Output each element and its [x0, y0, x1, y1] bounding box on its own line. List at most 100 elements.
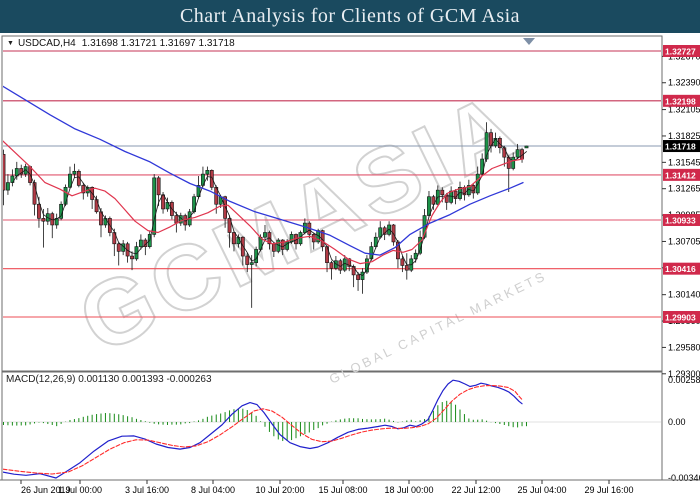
- main-panel-frame: [1, 35, 663, 372]
- candle-up: [285, 241, 290, 250]
- macd-axis-label: -0.003467: [668, 473, 700, 483]
- candle-down: [245, 255, 250, 265]
- ma-slow-blue-line: [3, 85, 524, 256]
- time-axis-label: 3 Jul 16:00: [125, 485, 169, 495]
- candle-down: [116, 243, 121, 252]
- candle-down: [209, 170, 214, 188]
- candle-down: [223, 196, 228, 219]
- candle-up: [6, 182, 10, 191]
- ma-fast-red-line: [3, 140, 524, 265]
- candle-down: [382, 227, 387, 235]
- candle-down: [351, 266, 356, 276]
- candle-down: [41, 218, 46, 222]
- candle-down: [497, 138, 502, 149]
- candle-up: [387, 224, 391, 235]
- candle-up: [138, 239, 143, 247]
- candle-up: [68, 173, 72, 188]
- candle-down: [240, 236, 245, 257]
- level-price-tag: 1.32727: [665, 47, 696, 57]
- price-axis-label: 1.30140: [668, 290, 700, 300]
- candle-up: [192, 196, 196, 213]
- candle-up: [54, 218, 59, 226]
- candle-up: [72, 170, 77, 175]
- candle-down: [174, 215, 179, 224]
- price-axis-label: 1.31545: [668, 157, 700, 167]
- current-price-tag-bg: [663, 140, 700, 153]
- candle-down: [76, 170, 81, 186]
- time-axis-label: 29 Jul 16:00: [584, 485, 633, 495]
- candle-up: [205, 170, 210, 175]
- candle-down: [81, 185, 86, 194]
- level-price-tag: 1.29903: [665, 312, 696, 322]
- quote-line: ▼ USDCAD,H4 1.31698 1.31721 1.31697 1.3171…: [7, 38, 235, 49]
- macd-panel-frame: [1, 371, 663, 481]
- time-axis-label: 25 Jul 04:00: [517, 485, 566, 495]
- level-price-tag: 1.30416: [665, 264, 696, 274]
- symbol-period-label: USDCAD,H4: [17, 38, 76, 49]
- level-price-tag-bg: [663, 310, 700, 323]
- chart-shift-marker-icon[interactable]: [523, 38, 535, 45]
- candle-up: [63, 186, 68, 205]
- candle-up: [524, 145, 529, 149]
- candle-down: [453, 190, 458, 199]
- candle-down: [280, 239, 285, 250]
- candle-down: [37, 203, 41, 219]
- candle-down: [271, 243, 276, 252]
- quote-ohlc-values: 1.31698 1.31721 1.31697 1.31718: [81, 38, 235, 49]
- candle-up: [134, 246, 139, 260]
- candle-down: [431, 196, 436, 205]
- level-price-tag-bg: [663, 168, 700, 181]
- level-price-tag: 1.32198: [665, 96, 696, 106]
- price-axis-label: 1.32390: [668, 78, 700, 88]
- candle-down: [3, 154, 6, 191]
- candle-up: [511, 156, 516, 169]
- level-price-tag-bg: [663, 45, 700, 57]
- candle-up: [152, 177, 157, 235]
- title-bar: Chart Analysis for Clients of GCM Asia: [0, 0, 700, 33]
- candle-down: [404, 265, 409, 271]
- candle-up: [515, 149, 520, 158]
- time-axis-label: 22 Jul 12:00: [451, 485, 500, 495]
- candle-up: [23, 166, 28, 175]
- candle-up: [263, 232, 267, 238]
- candle-up: [484, 132, 489, 160]
- level-price-tag: 1.30933: [665, 215, 696, 225]
- time-axis-label: 1 Jul 00:00: [58, 485, 102, 495]
- macd-signal-line: [3, 384, 523, 475]
- price-axis-label: 1.32105: [668, 105, 700, 115]
- candle-down: [329, 262, 334, 269]
- level-price-tag-bg: [663, 94, 700, 107]
- candle-down: [356, 274, 360, 280]
- candle-down: [94, 199, 99, 213]
- macd-axis-label: 0.00: [668, 417, 686, 427]
- price-axis-label: 1.29580: [668, 342, 700, 352]
- candle-down: [130, 255, 134, 260]
- candle-down: [232, 232, 236, 245]
- symbol-expand-icon[interactable]: ▼: [7, 40, 14, 47]
- macd-axis-label: 0.002585: [668, 375, 700, 385]
- candle-up: [196, 185, 201, 198]
- price-axis-label: 1.31825: [668, 131, 700, 141]
- fast-ma-black-line: [11, 138, 527, 276]
- level-price-tag-bg: [663, 262, 700, 275]
- time-axis-label: 10 Jul 20:00: [255, 485, 304, 495]
- current-price-tag: 1.31718: [665, 142, 696, 152]
- candle-up: [316, 230, 321, 243]
- candle-down: [502, 147, 507, 158]
- candle-down: [440, 189, 445, 196]
- candle-up: [249, 262, 254, 265]
- candle-down: [400, 258, 405, 266]
- candle-down: [156, 177, 161, 196]
- level-price-tag: 1.31412: [665, 170, 696, 180]
- price-axis-label: 1.29300: [668, 369, 700, 379]
- time-axis-label: 26 Jun 2019: [21, 485, 71, 495]
- candle-down: [32, 182, 37, 205]
- macd-main-line: [3, 379, 523, 479]
- time-axis-label: 8 Jul 04:00: [191, 485, 235, 495]
- candle-up: [103, 218, 108, 226]
- level-price-tag-bg: [663, 213, 700, 226]
- candle-down: [227, 218, 232, 233]
- time-axis-label: 18 Jul 00:00: [384, 485, 433, 495]
